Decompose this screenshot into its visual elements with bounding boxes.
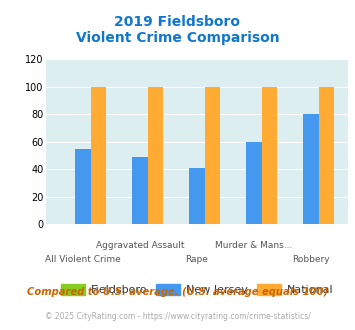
Legend: Fieldsboro, New Jersey, National: Fieldsboro, New Jersey, National <box>56 280 338 300</box>
Text: Aggravated Assault: Aggravated Assault <box>96 241 184 250</box>
Text: Murder & Mans...: Murder & Mans... <box>215 241 293 250</box>
Bar <box>75 149 91 224</box>
Bar <box>189 168 205 224</box>
Bar <box>132 157 148 224</box>
Bar <box>246 142 262 224</box>
Text: 2019 Fieldsboro: 2019 Fieldsboro <box>115 15 240 29</box>
Bar <box>91 87 106 224</box>
Bar <box>319 87 334 224</box>
Bar <box>304 115 319 224</box>
Text: Violent Crime Comparison: Violent Crime Comparison <box>76 31 279 45</box>
Bar <box>205 87 220 224</box>
Bar <box>148 87 163 224</box>
Text: Robbery: Robbery <box>292 255 330 264</box>
Text: Compared to U.S. average. (U.S. average equals 100): Compared to U.S. average. (U.S. average … <box>27 287 328 297</box>
Text: Rape: Rape <box>186 255 208 264</box>
Text: © 2025 CityRating.com - https://www.cityrating.com/crime-statistics/: © 2025 CityRating.com - https://www.city… <box>45 312 310 321</box>
Text: All Violent Crime: All Violent Crime <box>45 255 121 264</box>
Bar <box>262 87 277 224</box>
